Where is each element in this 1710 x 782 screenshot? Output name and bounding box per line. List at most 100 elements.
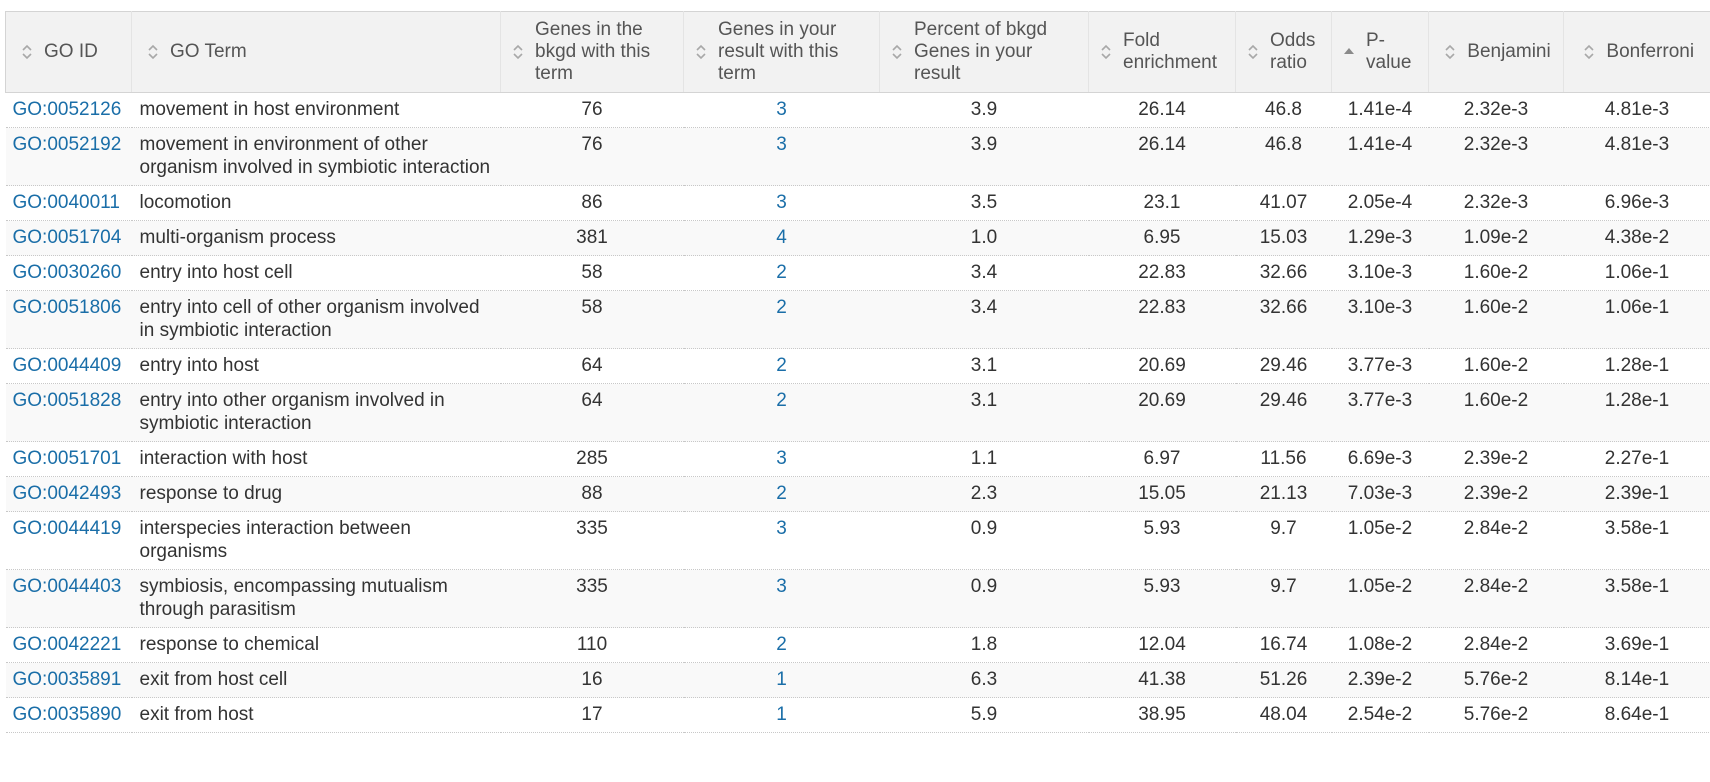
cell-odds-ratio: 48.04 (1235, 697, 1332, 733)
table-row: GO:0035891 exit from host cell 16 1 6.3 41.38… (5, 662, 1710, 698)
go-id-link[interactable]: GO:0044419 (5, 511, 132, 570)
result-genes-link[interactable]: 1 (683, 697, 880, 733)
go-id-link[interactable]: GO:0035890 (5, 697, 132, 733)
table-row: GO:0044419 interspecies interaction betwe… (5, 511, 1710, 570)
cell-odds-ratio: 15.03 (1235, 220, 1332, 256)
go-id-link[interactable]: GO:0044403 (5, 569, 132, 628)
cell-benjamini: 1.60e-2 (1428, 255, 1564, 291)
cell-p-value: 1.41e-4 (1331, 92, 1429, 128)
table-row: GO:0044403 symbiosis, encompassing mutual… (5, 569, 1710, 628)
go-id-link[interactable]: GO:0042221 (5, 627, 132, 663)
go-id-link[interactable]: GO:0052126 (5, 92, 132, 128)
column-header-result-genes[interactable]: Genes in your result with this term (683, 11, 880, 93)
cell-go-term: entry into other organism involved in sy… (131, 383, 501, 442)
cell-percent-bkgd: 3.4 (879, 290, 1089, 349)
cell-percent-bkgd: 1.8 (879, 627, 1089, 663)
cell-go-term: exit from host (131, 697, 501, 733)
cell-p-value: 3.10e-3 (1331, 290, 1429, 349)
sort-both-icon (509, 44, 527, 60)
column-header-go-term[interactable]: GO Term (131, 11, 501, 93)
cell-percent-bkgd: 0.9 (879, 511, 1089, 570)
cell-p-value: 2.05e-4 (1331, 185, 1429, 221)
table-header-row: GO ID GO Term Genes in the bkgd with this … (5, 11, 1710, 93)
go-id-link[interactable]: GO:0035891 (5, 662, 132, 698)
cell-fold-enrichment: 15.05 (1088, 476, 1236, 512)
result-genes-link[interactable]: 2 (683, 290, 880, 349)
cell-odds-ratio: 46.8 (1235, 92, 1332, 128)
result-genes-link[interactable]: 1 (683, 662, 880, 698)
cell-bonferroni: 4.81e-3 (1563, 92, 1710, 128)
table-row: GO:0051704 multi-organism process 381 4 1.0 6… (5, 220, 1710, 256)
cell-fold-enrichment: 12.04 (1088, 627, 1236, 663)
column-header-fold-enrichment[interactable]: Fold enrichment (1088, 11, 1236, 93)
cell-benjamini: 2.84e-2 (1428, 627, 1564, 663)
go-id-link[interactable]: GO:0051704 (5, 220, 132, 256)
result-genes-link[interactable]: 3 (683, 441, 880, 477)
cell-bonferroni: 4.38e-2 (1563, 220, 1710, 256)
cell-fold-enrichment: 5.93 (1088, 569, 1236, 628)
go-id-link[interactable]: GO:0042493 (5, 476, 132, 512)
go-enrichment-table: GO ID GO Term Genes in the bkgd with this … (5, 11, 1710, 733)
cell-odds-ratio: 41.07 (1235, 185, 1332, 221)
result-genes-link[interactable]: 2 (683, 348, 880, 384)
cell-percent-bkgd: 6.3 (879, 662, 1089, 698)
go-id-link[interactable]: GO:0040011 (5, 185, 132, 221)
cell-bonferroni: 3.58e-1 (1563, 511, 1710, 570)
result-genes-link[interactable]: 2 (683, 255, 880, 291)
go-id-link[interactable]: GO:0051701 (5, 441, 132, 477)
column-header-benjamini[interactable]: Benjamini (1428, 11, 1564, 93)
go-id-link[interactable]: GO:0051828 (5, 383, 132, 442)
column-header-label: Genes in the bkgd with this term (535, 19, 651, 84)
cell-bonferroni: 1.28e-1 (1563, 383, 1710, 442)
cell-go-term: entry into host cell (131, 255, 501, 291)
cell-benjamini: 2.32e-3 (1428, 92, 1564, 128)
cell-benjamini: 1.09e-2 (1428, 220, 1564, 256)
result-genes-link[interactable]: 3 (683, 92, 880, 128)
column-header-bonferroni[interactable]: Bonferroni (1563, 11, 1710, 93)
sort-both-icon (1244, 44, 1262, 60)
cell-bkgd-genes: 64 (500, 348, 684, 384)
column-header-bkgd-genes[interactable]: Genes in the bkgd with this term (500, 11, 684, 93)
column-header-percent-bkgd[interactable]: Percent of bkgd Genes in your result (879, 11, 1089, 93)
result-genes-link[interactable]: 4 (683, 220, 880, 256)
cell-bkgd-genes: 58 (500, 290, 684, 349)
cell-fold-enrichment: 5.93 (1088, 511, 1236, 570)
cell-percent-bkgd: 3.4 (879, 255, 1089, 291)
cell-p-value: 1.05e-2 (1331, 511, 1429, 570)
cell-go-term: symbiosis, encompassing mutualism throug… (131, 569, 501, 628)
result-genes-link[interactable]: 2 (683, 383, 880, 442)
result-genes-link[interactable]: 3 (683, 569, 880, 628)
result-genes-link[interactable]: 3 (683, 511, 880, 570)
column-header-odds-ratio[interactable]: Odds ratio (1235, 11, 1332, 93)
cell-p-value: 3.10e-3 (1331, 255, 1429, 291)
go-id-link[interactable]: GO:0030260 (5, 255, 132, 291)
table-row: GO:0052126 movement in host environment 76… (5, 92, 1710, 128)
table-row: GO:0030260 entry into host cell 58 2 3.4 22.8… (5, 255, 1710, 291)
column-header-go-id[interactable]: GO ID (5, 11, 132, 93)
go-id-link[interactable]: GO:0051806 (5, 290, 132, 349)
cell-fold-enrichment: 26.14 (1088, 127, 1236, 186)
cell-odds-ratio: 32.66 (1235, 290, 1332, 349)
cell-percent-bkgd: 3.1 (879, 348, 1089, 384)
go-id-link[interactable]: GO:0052192 (5, 127, 132, 186)
result-genes-link[interactable]: 3 (683, 185, 880, 221)
result-genes-link[interactable]: 2 (683, 476, 880, 512)
cell-benjamini: 2.84e-2 (1428, 511, 1564, 570)
cell-bonferroni: 3.69e-1 (1563, 627, 1710, 663)
result-genes-link[interactable]: 2 (683, 627, 880, 663)
go-id-link[interactable]: GO:0044409 (5, 348, 132, 384)
cell-go-term: locomotion (131, 185, 501, 221)
sort-both-icon (1097, 44, 1115, 60)
result-genes-link[interactable]: 3 (683, 127, 880, 186)
cell-bkgd-genes: 76 (500, 127, 684, 186)
cell-go-term: movement in environment of other organis… (131, 127, 501, 186)
sort-both-icon (888, 44, 906, 60)
cell-bkgd-genes: 335 (500, 511, 684, 570)
cell-p-value: 1.05e-2 (1331, 569, 1429, 628)
cell-p-value: 2.54e-2 (1331, 697, 1429, 733)
column-header-p-value[interactable]: P-value (1331, 11, 1429, 93)
column-header-label: Genes in your result with this term (718, 19, 839, 84)
cell-benjamini: 5.76e-2 (1428, 662, 1564, 698)
column-header-label: Odds ratio (1270, 30, 1316, 73)
table-row: GO:0051806 entry into cell of other organ… (5, 290, 1710, 349)
